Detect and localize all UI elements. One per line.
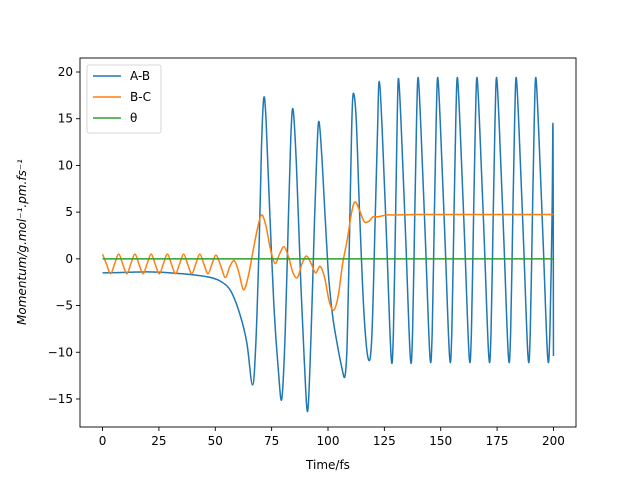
- x-axis-label: Time/fs: [305, 458, 350, 472]
- x-tick-label: 75: [264, 434, 279, 448]
- y-tick-label: −15: [48, 392, 73, 406]
- y-tick-label: 15: [58, 112, 73, 126]
- y-axis-label: Momentum/g.mol⁻¹.pm.fs⁻¹: [15, 159, 29, 325]
- y-axis-ticks: −15 −10 −5 0 5 10 15 20: [48, 65, 80, 406]
- y-tick-label: 10: [58, 158, 73, 172]
- legend-label-a-b: A-B: [130, 69, 150, 83]
- legend-label-theta: θ: [130, 111, 137, 125]
- x-tick-label: 200: [542, 434, 565, 448]
- y-tick-label: −5: [55, 299, 73, 313]
- x-tick-label: 50: [208, 434, 223, 448]
- series-line-a-b: [102, 76, 555, 412]
- x-tick-label: 100: [317, 434, 340, 448]
- plot-lines: [101, 76, 555, 412]
- y-tick-label: 5: [65, 205, 73, 219]
- legend-label-b-c: B-C: [130, 90, 151, 104]
- y-tick-label: −10: [48, 345, 73, 359]
- x-tick-label: 150: [429, 434, 452, 448]
- legend-box: [86, 64, 162, 134]
- x-tick-label: 125: [373, 434, 396, 448]
- x-tick-label: 175: [486, 434, 509, 448]
- x-tick-label: 0: [99, 434, 107, 448]
- x-tick-label: 25: [151, 434, 166, 448]
- legend: A-B B-C θ: [86, 64, 162, 134]
- series-line-b-c: [101, 201, 554, 312]
- y-tick-label: 20: [58, 65, 73, 79]
- x-axis-ticks: 0 25 50 75 100 125 150 175 200: [99, 427, 565, 448]
- y-tick-label: 0: [65, 252, 73, 266]
